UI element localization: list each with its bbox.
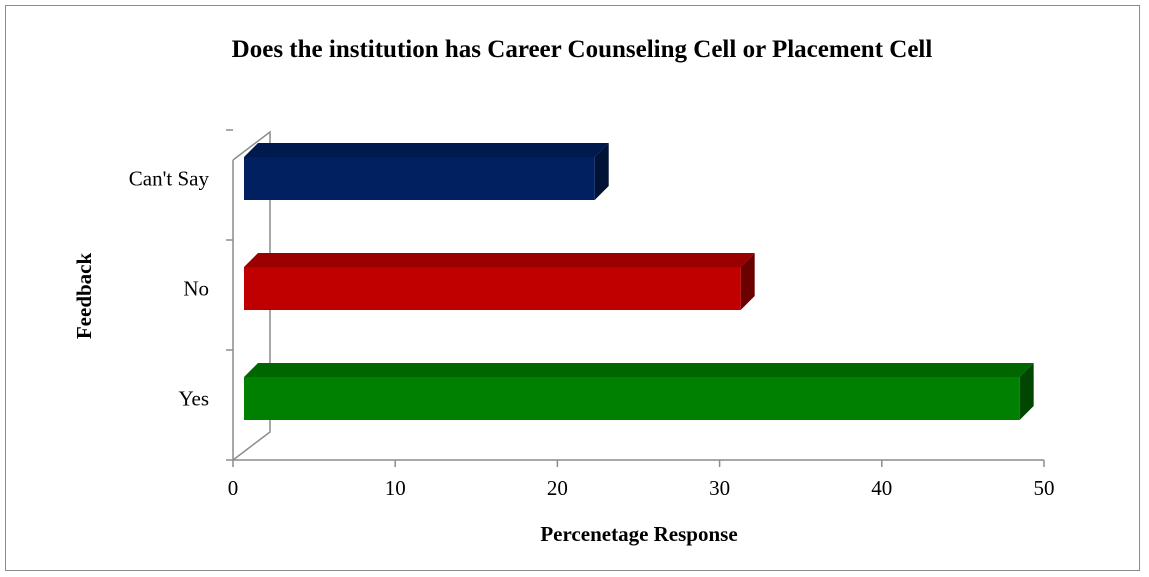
chart-title: Does the institution has Career Counseli… [232, 36, 933, 63]
bar-top-face [244, 363, 1034, 377]
y-tick-label: Can't Say [129, 167, 210, 191]
tick-labels: 0 10 20 30 40 50 Yes No Can't Say [129, 167, 1055, 501]
x-tick-label: 30 [709, 476, 730, 500]
bar-side-face [740, 253, 755, 310]
y-tick-label: No [183, 277, 209, 301]
bar-side-face [1019, 363, 1034, 420]
y-tick-label: Yes [178, 387, 209, 411]
bar-front-face [244, 157, 595, 200]
x-tick-label: 20 [547, 476, 568, 500]
bar-top-face [244, 143, 609, 157]
y-axis-title: Feedback [72, 253, 96, 340]
x-tick-label: 40 [871, 476, 892, 500]
x-tick-label: 10 [385, 476, 406, 500]
bar-front-face [244, 267, 741, 310]
bar-front-face [244, 377, 1020, 420]
bars [244, 143, 1034, 420]
bar-top-face [244, 253, 755, 267]
x-axis-title: Percenetage Response [540, 522, 737, 546]
axes [226, 129, 1045, 467]
bar-yes [244, 363, 1034, 420]
bar-can-t-say [244, 143, 609, 200]
x-tick-label: 0 [228, 476, 239, 500]
bar-side-face [594, 143, 609, 200]
bar-no [244, 253, 755, 310]
x-tick-label: 50 [1034, 476, 1055, 500]
